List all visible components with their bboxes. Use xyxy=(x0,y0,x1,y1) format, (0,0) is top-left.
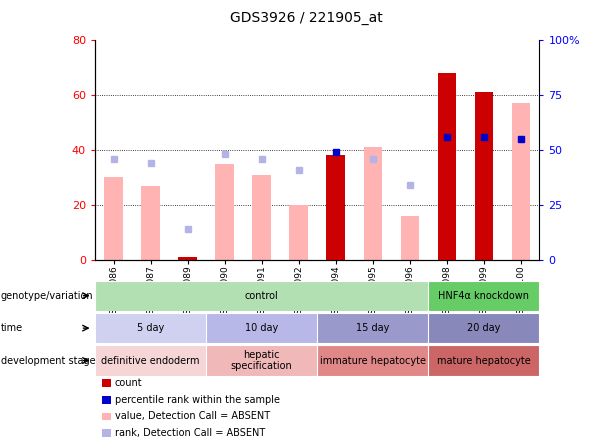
Bar xyxy=(400,216,419,260)
Text: 5 day: 5 day xyxy=(137,323,164,333)
Text: GDS3926 / 221905_at: GDS3926 / 221905_at xyxy=(230,11,383,25)
Bar xyxy=(102,429,111,437)
Text: mature hepatocyte: mature hepatocyte xyxy=(437,356,531,365)
Bar xyxy=(102,396,111,404)
Text: genotype/variation: genotype/variation xyxy=(1,291,93,301)
Bar xyxy=(102,412,111,420)
Bar xyxy=(102,379,111,387)
Bar xyxy=(474,92,493,260)
Text: 15 day: 15 day xyxy=(356,323,389,333)
Bar xyxy=(178,257,197,260)
Text: definitive endoderm: definitive endoderm xyxy=(101,356,200,365)
Bar xyxy=(512,103,530,260)
Bar xyxy=(142,186,160,260)
Bar xyxy=(327,155,345,260)
Text: control: control xyxy=(245,291,278,301)
Text: 10 day: 10 day xyxy=(245,323,278,333)
Text: value, Detection Call = ABSENT: value, Detection Call = ABSENT xyxy=(115,412,270,421)
Text: count: count xyxy=(115,378,142,388)
Text: time: time xyxy=(1,323,23,333)
Bar xyxy=(253,174,271,260)
Bar xyxy=(364,147,382,260)
Text: 20 day: 20 day xyxy=(467,323,501,333)
Bar xyxy=(289,205,308,260)
Bar xyxy=(438,73,456,260)
Text: rank, Detection Call = ABSENT: rank, Detection Call = ABSENT xyxy=(115,428,265,438)
Bar xyxy=(104,177,123,260)
Text: percentile rank within the sample: percentile rank within the sample xyxy=(115,395,280,404)
Text: immature hepatocyte: immature hepatocyte xyxy=(320,356,426,365)
Text: hepatic
specification: hepatic specification xyxy=(231,350,292,371)
Text: development stage: development stage xyxy=(1,356,95,365)
Text: HNF4α knockdown: HNF4α knockdown xyxy=(438,291,530,301)
Bar xyxy=(215,163,234,260)
